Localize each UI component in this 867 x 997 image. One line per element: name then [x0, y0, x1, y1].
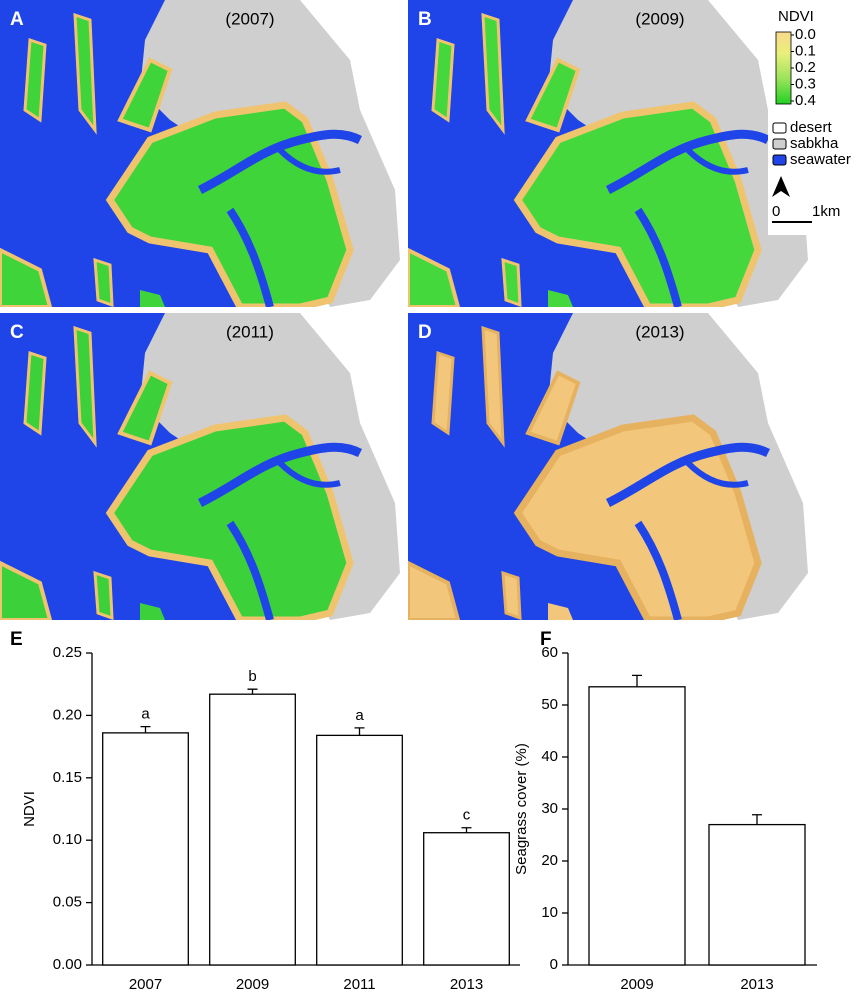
legend-label: seawater	[790, 151, 851, 168]
significance-letter: c	[463, 807, 471, 824]
x-tick-label: 2009	[620, 976, 653, 993]
y-tick-label: 30	[541, 800, 558, 817]
panel-letter: D	[418, 322, 432, 343]
y-tick-label: 40	[541, 748, 558, 765]
significance-letter: b	[248, 668, 256, 685]
y-tick-label: 0.05	[53, 894, 82, 911]
bar	[316, 734, 403, 966]
panel-letter: F	[540, 629, 552, 650]
y-tick-label: 0.00	[53, 956, 82, 973]
x-tick-label: 2009	[236, 976, 269, 993]
y-tick-label: 20	[541, 852, 558, 869]
y-tick-label: 50	[541, 696, 558, 713]
bar	[423, 832, 510, 966]
colorbar-label: 0.2	[795, 59, 816, 76]
colorbar-label: 0.3	[795, 75, 816, 92]
legend-title: NDVI	[778, 8, 814, 25]
legend-label: desert	[790, 119, 833, 136]
error-bar	[752, 814, 762, 825]
y-tick-label: 0	[550, 956, 558, 973]
legend-label: sabkha	[790, 135, 839, 152]
map	[0, 313, 405, 620]
y-axis-label: NDVI	[21, 791, 38, 827]
colorbar-label: 0.0	[795, 26, 816, 43]
map	[408, 313, 813, 620]
y-tick-label: 0.10	[53, 831, 82, 848]
legend-swatch	[772, 138, 787, 150]
scale-end: 1km	[812, 203, 840, 220]
y-tick-label: 0.15	[53, 769, 82, 786]
panel-letter: C	[10, 322, 24, 343]
bar	[102, 732, 189, 966]
x-tick-label: 2013	[740, 976, 773, 993]
bar	[708, 823, 806, 966]
panel-letter: B	[418, 9, 432, 30]
error-bar	[140, 725, 151, 733]
legend: NDVI 0 1km 0.00.10.20.30.4 desertsabkhase…	[772, 8, 851, 223]
bar	[209, 693, 296, 966]
y-tick-label: 0.25	[53, 644, 82, 661]
y-tick-label: 60	[541, 644, 558, 661]
x-tick-label: 2011	[343, 976, 375, 993]
y-tick-label: 0.20	[53, 706, 82, 723]
y-tick-label: 10	[541, 904, 558, 921]
colorbar-label: 0.1	[795, 42, 816, 59]
panel-year: (2011)	[226, 322, 274, 341]
error-bar	[461, 827, 472, 833]
panel-letter: A	[10, 9, 24, 30]
error-bar	[247, 688, 258, 695]
panel-letter: E	[10, 629, 23, 650]
x-tick-label: 2007	[129, 976, 162, 993]
significance-letter: a	[141, 706, 150, 723]
map	[0, 0, 405, 307]
y-axis-label: Seagrass cover (%)	[513, 743, 530, 875]
significance-letter: a	[355, 707, 364, 724]
panel-year: (2009)	[635, 9, 684, 28]
colorbar-label: 0.4	[795, 92, 816, 109]
legend-swatch	[772, 122, 787, 134]
panel-year: (2007)	[225, 9, 274, 28]
bar	[588, 686, 686, 966]
colorbar	[775, 31, 792, 105]
x-tick-label: 2013	[450, 976, 483, 993]
scale-start: 0	[772, 203, 780, 220]
north-arrow	[772, 176, 790, 197]
panel-year: (2013)	[635, 322, 684, 341]
map-panels	[0, 0, 813, 620]
legend-swatch	[772, 154, 787, 166]
error-bar	[632, 674, 642, 687]
error-bar	[354, 727, 365, 736]
map	[408, 0, 813, 307]
